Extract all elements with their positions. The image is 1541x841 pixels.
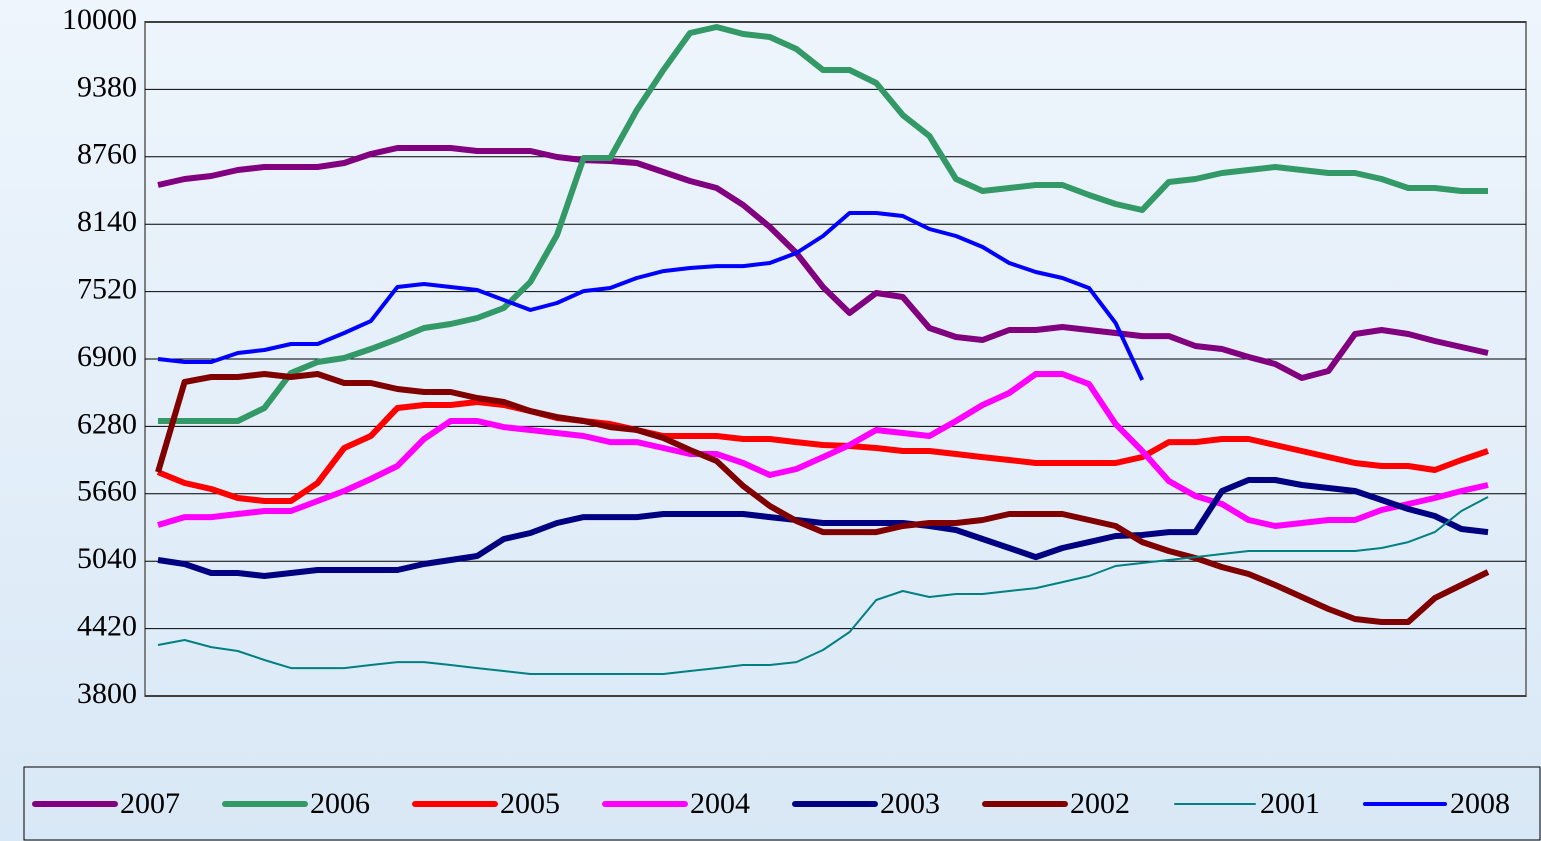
y-tick-label: 6280 [77,407,137,440]
series-line [157,145,1489,381]
legend-label: 2002 [1070,787,1130,820]
y-tick-label: 5660 [77,475,137,508]
y-tick-label: 6900 [77,340,137,373]
y-tick-label: 9380 [77,70,137,103]
legend-label: 2004 [690,787,750,820]
series-line [157,211,1145,381]
y-tick-label: 8140 [77,205,137,238]
legend-label: 2003 [880,787,940,820]
legend-label: 2005 [500,787,560,820]
series-line [156,399,1489,504]
y-tick-label: 8760 [77,138,137,171]
series-line [157,496,1489,675]
legend-label: 2001 [1260,787,1320,820]
y-tick-label: 5040 [77,542,137,575]
legend-label: 2007 [120,787,180,820]
legend-frame [23,766,1541,841]
series-line [157,371,1489,529]
y-tick-label: 10000 [62,3,137,36]
legend-label: 2008 [1450,787,1510,820]
legend-label: 2006 [310,787,370,820]
series-line [155,371,1490,625]
series-line [157,477,1489,579]
y-tick-label: 3800 [77,677,137,710]
series-line [158,24,1488,424]
y-tick-label: 7520 [77,272,137,305]
y-tick-label: 4420 [77,609,137,642]
